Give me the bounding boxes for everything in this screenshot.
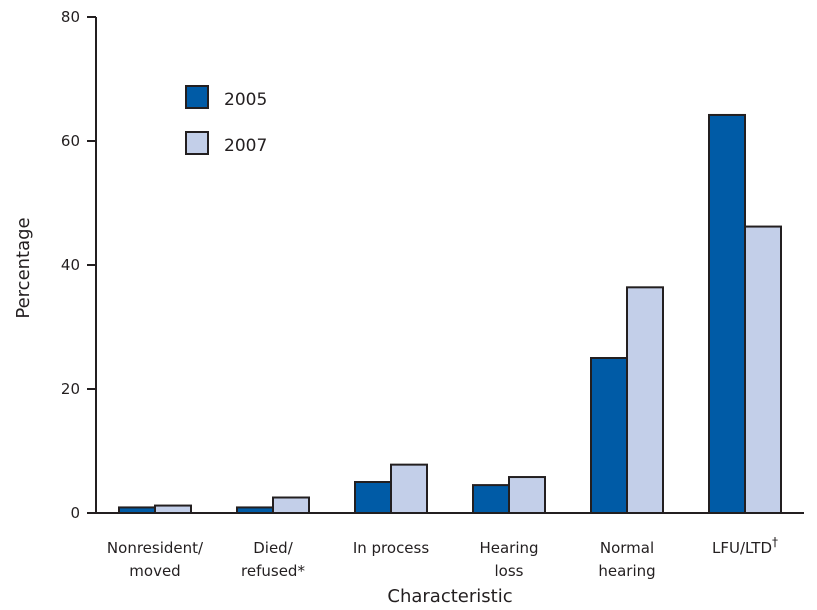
bar-2007: [626, 286, 664, 514]
bar-2005: [472, 484, 510, 515]
y-tick-label: 40: [61, 256, 80, 274]
bar-2007: [272, 496, 310, 514]
bar-2007: [744, 225, 782, 514]
x-category-line: moved: [129, 562, 180, 580]
y-tick-label: 80: [61, 8, 80, 26]
bar-2007: [154, 504, 192, 514]
x-category-line: Normal: [600, 539, 654, 557]
x-category-labels: Nonresident/moved Died/refused* In process…: [107, 535, 778, 580]
x-category-label: Nonresident/moved: [107, 539, 204, 580]
x-category-line: In process: [353, 539, 430, 557]
bar-2005: [708, 113, 746, 515]
x-category-label: In process: [353, 539, 430, 557]
y-tick-label: 60: [61, 132, 80, 150]
x-category-line: hearing: [598, 562, 655, 580]
x-category-label: Normal hearing: [598, 539, 655, 580]
x-category-label: Died/refused*: [241, 539, 305, 580]
legend: 2005 2007: [185, 85, 267, 156]
legend-swatch-2007: [185, 131, 209, 155]
x-category-line: Nonresident/: [107, 539, 204, 557]
y-axis-title: Percentage: [13, 217, 34, 318]
legend-label-2007: 2007: [224, 136, 267, 156]
x-axis-title: Characteristic: [387, 586, 512, 607]
x-category-label: Hearing loss: [479, 539, 538, 580]
x-category-line: LFU/LTD: [712, 539, 772, 557]
x-category-line: refused*: [241, 562, 305, 580]
x-category-line: loss: [495, 562, 524, 580]
y-tick-label: 0: [70, 504, 80, 522]
x-category-line: Hearing: [479, 539, 538, 557]
bar-2005: [590, 357, 628, 514]
legend-swatch-2005: [185, 85, 209, 109]
bar-2007: [390, 463, 428, 515]
x-category-superscript: †: [772, 535, 778, 549]
legend-label-2005: 2005: [224, 90, 267, 110]
bar-2005: [354, 481, 392, 514]
bars-layer: [118, 113, 782, 515]
x-category-label: LFU/LTD†: [712, 535, 778, 557]
y-tick-label: 20: [61, 380, 80, 398]
y-ticks: 0 20 40 60 80: [61, 8, 96, 522]
bar-2007: [508, 476, 546, 515]
x-category-line: Died/: [253, 539, 293, 557]
